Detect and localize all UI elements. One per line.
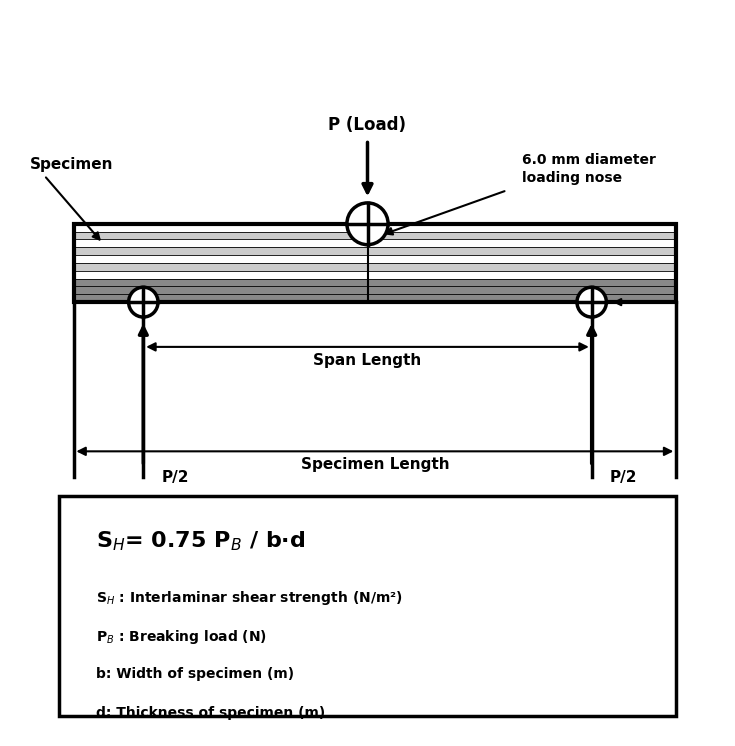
Bar (74, 255, 676, 263)
Text: Specimen: Specimen (29, 157, 113, 172)
Bar (74, 295, 676, 302)
Text: b: Width of specimen (m): b: Width of specimen (m) (96, 667, 294, 681)
Bar (74, 239, 676, 248)
Text: 6.0 mm diameter
loading nose: 6.0 mm diameter loading nose (522, 153, 656, 185)
Bar (74, 224, 676, 231)
Text: d: Thickness of specimen (m): d: Thickness of specimen (m) (96, 706, 325, 720)
Text: S$_{H}$= 0.75 P$_{B}$ / b·d: S$_{H}$= 0.75 P$_{B}$ / b·d (96, 530, 305, 554)
Text: Specimen Length: Specimen Length (301, 457, 449, 472)
Bar (74, 232, 676, 239)
Bar (74, 248, 676, 255)
Bar (59, 496, 676, 716)
Bar (74, 279, 676, 286)
Circle shape (577, 287, 606, 317)
Bar (74, 224, 676, 302)
Bar (74, 271, 676, 279)
Bar (74, 286, 676, 295)
Text: Span Length: Span Length (313, 353, 422, 368)
Text: S$_{H}$ : Interlaminar shear strength (N/m²): S$_{H}$ : Interlaminar shear strength (N… (96, 589, 402, 607)
Text: P (Load): P (Load) (329, 116, 406, 134)
Text: P$_{B}$ : Breaking load (N): P$_{B}$ : Breaking load (N) (96, 628, 267, 646)
Bar (74, 263, 676, 271)
Text: P/2: P/2 (610, 470, 637, 485)
Circle shape (347, 203, 388, 245)
Text: P/2: P/2 (162, 470, 189, 485)
Circle shape (129, 287, 158, 317)
